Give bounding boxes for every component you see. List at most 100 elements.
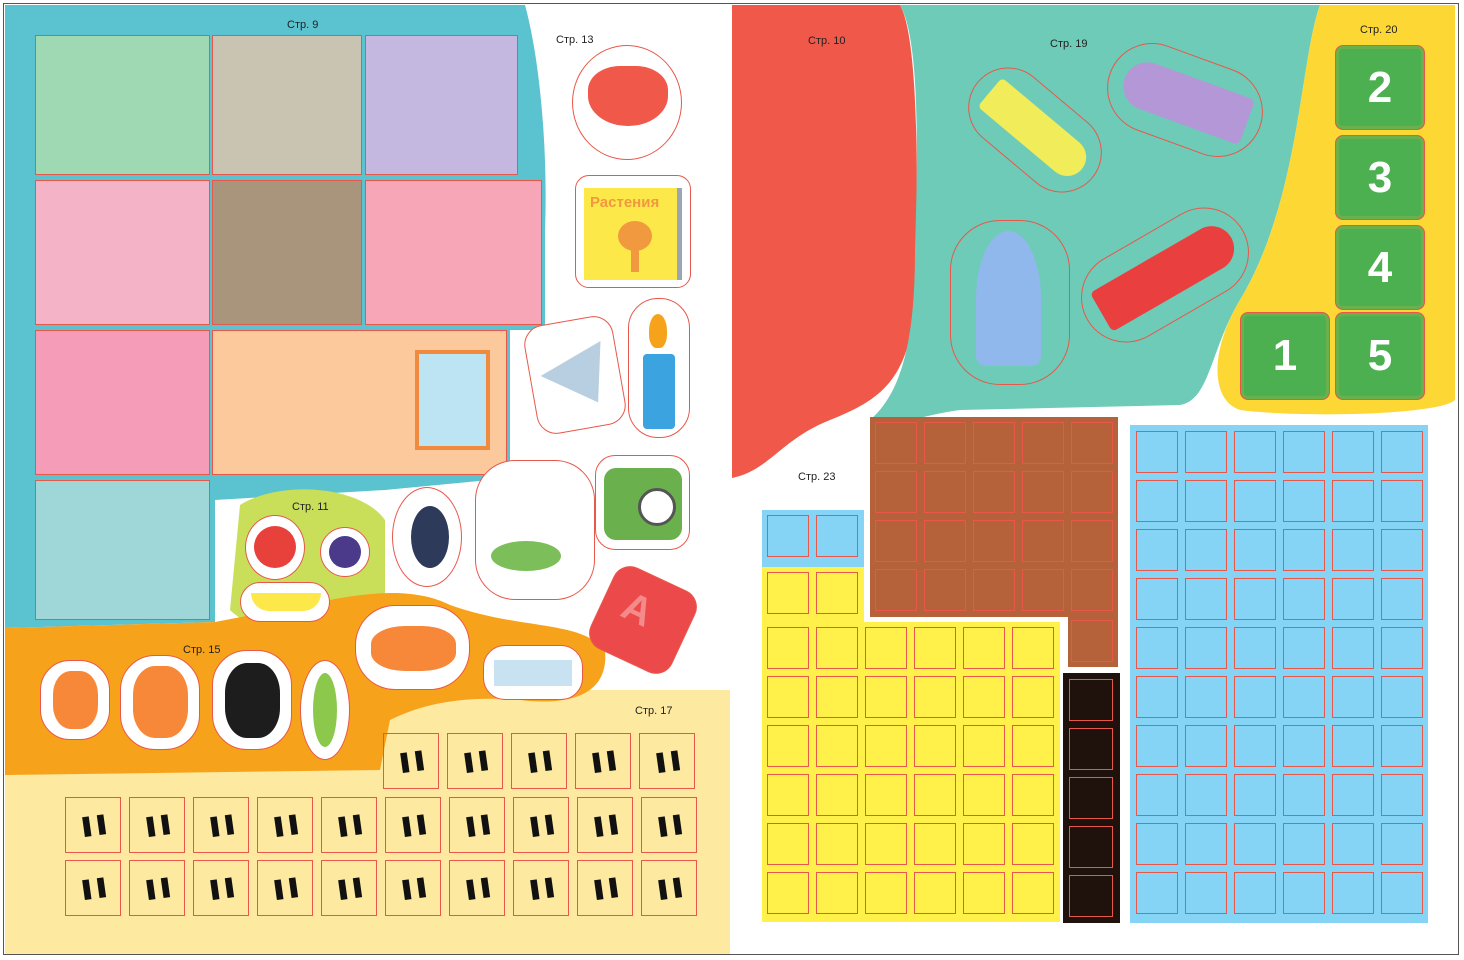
yellow-cell[interactable] [963,676,1005,718]
blue-cell[interactable] [1185,480,1227,522]
yellow-cell[interactable] [914,823,956,865]
blue-cell[interactable] [1381,431,1423,473]
plum-sticker[interactable] [320,527,370,577]
blue-cell[interactable] [1283,431,1325,473]
blue-cell[interactable] [1283,676,1325,718]
footprint-cell[interactable]: ❚❚ [575,733,631,789]
footprint-cell[interactable]: ❚❚ [257,860,313,916]
brown-cell[interactable] [875,569,917,611]
rocket-sticker-blue[interactable] [950,220,1070,385]
yellow-cell[interactable] [914,676,956,718]
yellow-cell[interactable] [1012,774,1054,816]
sticker-wardrobe-room[interactable] [365,35,518,175]
black-cell[interactable] [1069,875,1113,917]
footprint-cell[interactable]: ❚❚ [641,797,697,853]
blue-cell[interactable] [1185,431,1227,473]
sticker-dining-room[interactable] [35,330,210,475]
blue-cell[interactable] [1332,480,1374,522]
footprint-cell[interactable]: ❚❚ [639,733,695,789]
footprint-cell[interactable]: ❚❚ [511,733,567,789]
yellow-cell[interactable] [767,676,809,718]
number-tile-5[interactable]: 5 [1335,312,1425,400]
blue-cell[interactable] [1185,627,1227,669]
sticker-bathroom[interactable] [35,180,210,325]
blue-cell[interactable] [1283,872,1325,914]
brown-cell[interactable] [1071,422,1113,464]
banana-sticker[interactable] [240,582,330,622]
brown-cell[interactable] [1022,422,1064,464]
blue-cell[interactable] [1283,578,1325,620]
yellow-cell[interactable] [914,627,956,669]
blue-cell[interactable] [1332,431,1374,473]
yellow-cell[interactable] [816,676,858,718]
yellow-cell[interactable] [1012,627,1054,669]
yellow-cell[interactable] [963,725,1005,767]
paper-boat-sticker[interactable] [521,313,629,437]
brown-cell[interactable] [1022,569,1064,611]
brown-cell[interactable] [1071,620,1113,662]
footprint-cell[interactable]: ❚❚ [577,797,633,853]
footprint-cell[interactable]: ❚❚ [65,797,121,853]
yellow-cell[interactable] [1012,676,1054,718]
blue-cell[interactable] [1234,578,1276,620]
footprint-cell[interactable]: ❚❚ [447,733,503,789]
black-cell[interactable] [1069,777,1113,819]
blue-cell[interactable] [1136,578,1178,620]
footprint-cell[interactable]: ❚❚ [193,860,249,916]
sticker-pantry[interactable] [212,180,362,325]
candle-sticker[interactable] [628,298,690,438]
blue-cell[interactable] [1136,431,1178,473]
brown-cell[interactable] [875,520,917,562]
blue-cell[interactable] [1332,676,1374,718]
footprint-cell[interactable]: ❚❚ [257,797,313,853]
blue-cell[interactable] [1332,627,1374,669]
brown-cell[interactable] [1071,471,1113,513]
blue-cell[interactable] [1283,774,1325,816]
milk-carton-sticker[interactable] [483,645,583,700]
brown-cell[interactable] [973,569,1015,611]
blue-cell[interactable] [1283,725,1325,767]
blue-cell[interactable] [816,515,858,557]
blue-cell[interactable] [1234,529,1276,571]
blue-cell[interactable] [1136,676,1178,718]
brown-cell[interactable] [1022,471,1064,513]
blue-cell[interactable] [1136,627,1178,669]
blue-cell[interactable] [1381,774,1423,816]
blue-cell[interactable] [1283,480,1325,522]
yellow-cell[interactable] [865,725,907,767]
brown-cell[interactable] [1071,520,1113,562]
yellow-cell[interactable] [1012,872,1054,914]
blue-cell[interactable] [1283,823,1325,865]
blue-cell[interactable] [1136,774,1178,816]
yellow-cell[interactable] [865,872,907,914]
brown-cell[interactable] [1071,569,1113,611]
yellow-cell[interactable] [1012,725,1054,767]
blue-cell[interactable] [1136,872,1178,914]
blue-cell[interactable] [1381,872,1423,914]
blue-cell[interactable] [1185,725,1227,767]
footprint-cell[interactable]: ❚❚ [321,797,377,853]
blue-cell[interactable] [1185,872,1227,914]
puppy-sticker-1[interactable] [40,660,110,740]
blue-cell[interactable] [1381,725,1423,767]
apple-sticker[interactable] [245,515,305,580]
blue-cell[interactable] [1234,480,1276,522]
blue-cell[interactable] [767,515,809,557]
yellow-cell[interactable] [963,872,1005,914]
blue-cell[interactable] [1332,774,1374,816]
blue-cell[interactable] [1381,823,1423,865]
footprint-cell[interactable]: ❚❚ [385,860,441,916]
blue-cell[interactable] [1381,676,1423,718]
brown-cell[interactable] [1022,520,1064,562]
blue-cell[interactable] [1283,627,1325,669]
blue-cell[interactable] [1283,529,1325,571]
footprint-cell[interactable]: ❚❚ [385,797,441,853]
footprint-cell[interactable]: ❚❚ [129,860,185,916]
sticker-study-room[interactable] [35,480,210,620]
puppy-sticker-2[interactable] [120,655,200,750]
yellow-cell[interactable] [865,823,907,865]
footprint-cell[interactable]: ❚❚ [383,733,439,789]
yellow-cell[interactable] [914,725,956,767]
brown-cell[interactable] [973,422,1015,464]
yellow-cell[interactable] [816,572,858,614]
